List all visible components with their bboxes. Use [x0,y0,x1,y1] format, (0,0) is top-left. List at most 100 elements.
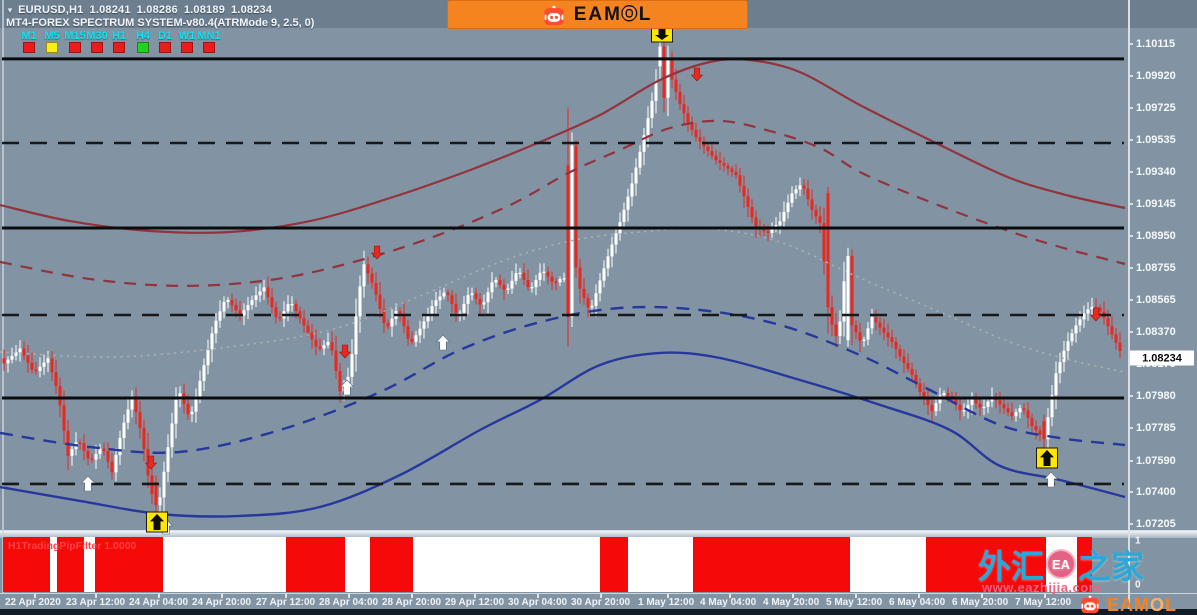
current-price-box: 1.08234 [1130,350,1194,366]
price-axis-tick [1128,138,1133,141]
time-axis-tick [1044,594,1046,598]
time-axis-label: 23 Apr 12:00 [66,597,126,608]
time-axis-tick [474,594,476,598]
indicator-subwindow[interactable]: H1TradingPipFilter 1.0000 [0,537,1197,592]
candles-layer [2,38,1122,514]
price-axis-tick [1128,298,1133,301]
price-axis-tick [1128,235,1133,238]
price-axis-tick [1128,267,1133,270]
window-splitter[interactable] [0,530,1197,538]
black-down-arrow-icon [655,29,669,40]
pip-filter-block [95,537,163,592]
price-axis-label: 1.09340 [1136,165,1176,178]
time-axis-label: 4 May 04:00 [700,597,757,608]
time-axis-tick [34,594,36,598]
time-axis-label: 24 Apr 20:00 [192,597,252,608]
time-axis-tick [95,594,97,598]
price-axis-label: 1.07980 [1136,390,1176,403]
time-axis-label: 4 May 20:00 [763,597,820,608]
white-up-arrow-icon [80,475,96,492]
pip-filter-block [600,537,628,592]
price-axis-tick [1128,43,1133,45]
red-down-arrow-icon [144,455,158,470]
price-axis-label: 1.09535 [1136,133,1176,146]
eazhijia-watermark: 外汇 EA 之家 [978,540,1144,588]
watermark-cn-right: 之家 [1078,548,1144,585]
price-axis-label: 1.09725 [1136,102,1176,115]
price-axis-label: 1.08950 [1136,230,1176,243]
pip-filter-block [370,537,413,592]
time-axis-tick [667,594,669,598]
white-up-arrow-icon [339,379,355,396]
price-axis-label: 1.10115 [1136,38,1176,50]
price-axis-tick [1128,75,1133,78]
red-down-arrow-icon [690,67,704,82]
eamol-footer-logo: EAMOL [1080,594,1177,615]
red-down-arrow-icon [370,245,384,260]
pip-filter-block [926,537,1046,592]
ea-badge: EA [1046,549,1076,579]
price-axis-tick [1128,107,1133,110]
subwindow-scale-bottom: 0 [1135,579,1141,591]
price-axis-label: 1.08755 [1136,262,1176,275]
price-axis-label: 1.07400 [1136,486,1176,499]
eamol-footer-text: EAMOL [1107,595,1178,615]
price-axis-tick [1128,427,1133,430]
eamol-banner[interactable]: EAMOL [447,0,748,29]
pip-filter-block [57,537,84,592]
pip-filter-block [286,537,345,592]
price-axis-line[interactable] [1128,0,1130,610]
time-axis-label: 5 May 12:00 [826,597,883,608]
pip-filter-block [693,537,850,592]
red-down-arrow-icon [1089,307,1103,322]
price-axis-label: 1.09145 [1136,198,1176,211]
white-up-arrow-icon [1043,471,1059,488]
time-axis-label: 30 Apr 20:00 [571,597,631,608]
price-axis-tick [1128,395,1133,398]
time-axis-label: 27 Apr 12:00 [256,597,316,608]
price-axis-label: 1.07205 [1136,518,1176,531]
time-axis-line[interactable] [0,593,1197,594]
time-axis-tick [158,594,160,598]
time-axis-label: 7 May 12:00 [1015,597,1072,608]
main-chart-canvas[interactable] [0,0,1128,594]
signal-markers-layer [80,26,1103,535]
time-axis-label: 28 Apr 04:00 [319,597,379,608]
time-axis-label: 29 Apr 12:00 [445,597,505,608]
price-axis-label: 1.08565 [1136,293,1176,306]
bottom-dark-strip [0,609,1197,615]
time-axis-label: 6 May 04:00 [889,597,946,608]
time-axis-label: 30 Apr 04:00 [508,597,568,608]
sr-levels-layer [2,57,1124,486]
price-axis-tick [1128,491,1133,494]
price-axis-tick [1128,330,1133,333]
window-left-border [2,0,4,593]
time-axis-label: 1 May 12:00 [638,597,695,608]
pip-filter-block [1077,537,1092,592]
indicator-label: H1TradingPipFilter 1.0000 [8,540,137,552]
price-axis-label: 1.07590 [1136,454,1176,467]
time-axis-tick [600,594,602,598]
time-axis-tick [981,594,983,598]
price-axis-tick [1128,203,1133,206]
time-axis-tick [918,594,920,598]
price-axis-tick [1128,523,1133,526]
time-axis-label: 22 Apr 2020 [5,597,61,608]
eamol-banner-text: EAMOL [573,4,653,25]
pip-filter-block [3,537,50,592]
subwindow-scale-top: 1 [1135,535,1141,547]
black-up-arrow-icon [150,514,164,530]
time-axis-label: 24 Apr 04:00 [129,597,189,608]
eamol-robot-icon [1080,594,1102,615]
price-axis-tick [1128,459,1133,462]
red-down-arrow-icon [338,344,352,359]
time-axis-tick [855,594,857,598]
time-axis-tick [285,594,287,598]
black-up-arrow-icon [1040,450,1054,466]
white-up-arrow-icon [435,334,451,351]
pip-filter-track [3,537,1092,592]
time-axis-tick [537,594,539,598]
time-axis-label: 6 May 20:00 [952,597,1009,608]
time-axis-tick [348,594,350,598]
